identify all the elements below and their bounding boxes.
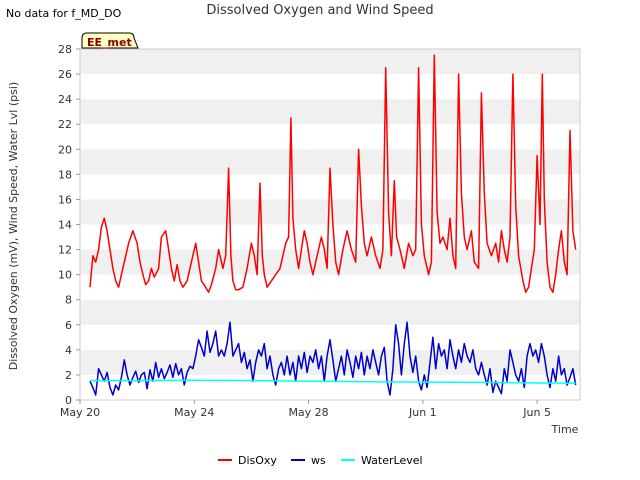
y-tick-label: 10 — [58, 269, 72, 282]
grid-bands — [80, 49, 580, 400]
x-tick-label: May 28 — [288, 406, 328, 419]
y-tick-label: 20 — [58, 143, 72, 156]
y-tick-label: 22 — [58, 118, 72, 131]
legend: DisOxy ws WaterLevel — [218, 454, 423, 467]
grid-band — [80, 224, 580, 250]
grid-band — [80, 299, 580, 325]
y-tick-label: 6 — [65, 319, 72, 332]
no-data-message: No data for f_MD_DO — [6, 7, 122, 20]
series-layer — [89, 54, 577, 396]
grid-band — [80, 349, 580, 375]
y-axis-label: Dissolved Oxygen (mV), Wind Speed, Water… — [7, 82, 20, 370]
grid-band — [80, 124, 580, 150]
y-tick-label: 8 — [65, 294, 72, 307]
grid-band — [80, 99, 580, 125]
grid-band — [80, 374, 580, 400]
legend-label: WaterLevel — [361, 454, 423, 467]
x-tick-label: May 24 — [174, 406, 214, 419]
site-tag-box — [81, 32, 139, 49]
x-tick-label: Jun 5 — [522, 406, 551, 419]
y-tick-label: 2 — [65, 369, 72, 382]
site-tag[interactable]: EE_met — [81, 32, 139, 49]
y-tick-label: 18 — [58, 168, 72, 181]
series-line-waterlevel — [90, 379, 576, 384]
y-tick-label: 0 — [65, 394, 72, 407]
legend-label: DisOxy — [238, 454, 277, 467]
y-tick-label: 24 — [58, 93, 72, 106]
grid-band — [80, 74, 580, 100]
series-line-ws — [89, 321, 577, 396]
grid-band — [80, 274, 580, 300]
x-axis: May 20 May 24 May 28 Jun 1 Jun 5 — [60, 400, 551, 419]
y-tick-label: 12 — [58, 244, 72, 257]
x-tick-label: May 20 — [60, 406, 100, 419]
y-tick-label: 28 — [58, 43, 72, 56]
site-tag-label: EE_met — [87, 36, 132, 49]
grid-band — [80, 49, 580, 75]
y-tick-label: 4 — [65, 344, 72, 357]
x-tick-label: Jun 1 — [408, 406, 437, 419]
series-line-disoxy — [89, 54, 577, 293]
x-axis-label: Time — [551, 423, 579, 436]
y-tick-label: 16 — [58, 193, 72, 206]
grid-band — [80, 324, 580, 350]
legend-label: ws — [311, 454, 326, 467]
chart-title: Dissolved Oxygen and Wind Speed — [206, 3, 434, 18]
grid-band — [80, 199, 580, 225]
y-tick-label: 26 — [58, 68, 72, 81]
y-tick-label: 14 — [58, 219, 72, 232]
